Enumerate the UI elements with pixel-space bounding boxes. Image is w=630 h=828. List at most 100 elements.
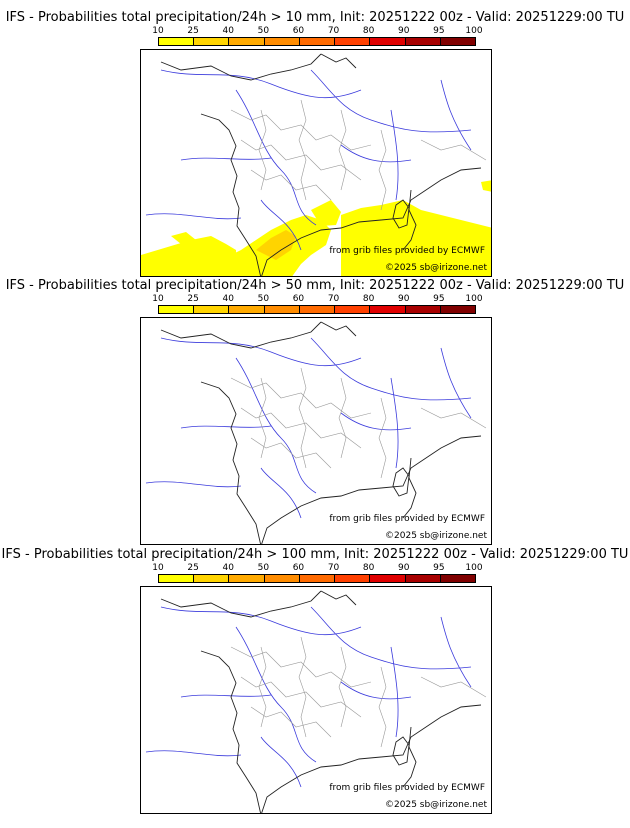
rivers [145, 337, 472, 519]
precip-probability-area [141, 180, 491, 276]
legend-swatch [405, 575, 441, 582]
legend-tick-label: 90 [398, 294, 410, 304]
france-map: from grib files provided by ECMWF ©2025 … [140, 317, 492, 545]
color-legend: 10 25 40 50 60 70 80 90 95 100 [152, 563, 483, 583]
legend-tick-label: 70 [327, 563, 340, 573]
legend-tick-label: 25 [187, 294, 199, 304]
legend-tick-label: 40 [222, 563, 234, 573]
precip-probability-patch [311, 200, 341, 226]
legend-labels: 10 25 40 50 60 70 80 90 95 100 [152, 294, 482, 304]
map-svg [145, 321, 487, 544]
legend-tick-label: 25 [187, 26, 199, 36]
panel-title: IFS - Probabilities total precipitation/… [5, 10, 625, 25]
legend-tick-label: 50 [257, 563, 270, 573]
legend-tick-label: 80 [362, 563, 375, 573]
legend-tick-label: 90 [398, 26, 410, 36]
legend-tick-label: 95 [433, 563, 445, 573]
legend-tick-label: 50 [257, 294, 270, 304]
legend-swatch [440, 38, 475, 45]
legend-tick-label: 100 [465, 294, 483, 304]
legend-swatch [440, 306, 475, 313]
legend-tick-label: 70 [327, 294, 340, 304]
legend-tick-label: 60 [292, 294, 305, 304]
legend-swatch [194, 38, 230, 45]
copyright-credit: ©2025 sb@irizone.net [385, 800, 487, 810]
legend-colorbar [158, 305, 476, 314]
precip-probability-patch [481, 180, 491, 192]
borders [230, 636, 487, 748]
borders [230, 99, 487, 211]
legend-swatch [299, 306, 336, 313]
legend-tick-label: 60 [292, 26, 305, 36]
legend-tick-label: 10 [152, 26, 164, 36]
rivers [145, 69, 472, 251]
data-source-credit: from grib files provided by ECMWF [329, 514, 485, 524]
legend-swatch [440, 575, 475, 582]
legend-tick-label: 10 [152, 294, 164, 304]
legend-swatch [405, 306, 441, 313]
legend-swatch [229, 38, 265, 45]
map-svg [141, 53, 491, 276]
precip-probability-patch [341, 200, 491, 276]
legend-tick-label: 10 [152, 563, 164, 573]
legend-colorbar [158, 574, 476, 583]
legend-swatch [264, 306, 300, 313]
legend-tick-label: 95 [433, 26, 445, 36]
coastline [160, 53, 482, 276]
france-map: from grib files provided by ECMWF ©2025 … [140, 586, 492, 814]
legend-swatch [335, 575, 371, 582]
legend-swatch [370, 38, 406, 45]
legend-swatch [159, 306, 195, 313]
legend-swatch [335, 38, 371, 45]
legend-labels: 10 25 40 50 60 70 80 90 95 100 [152, 563, 482, 573]
panel-title: IFS - Probabilities total precipitation/… [1, 547, 629, 562]
precip-panel-100mm: IFS - Probabilities total precipitation/… [0, 537, 630, 814]
panel-title: IFS - Probabilities total precipitation/… [5, 278, 625, 293]
legend-labels: 10 25 40 50 60 70 80 90 95 100 [152, 26, 482, 36]
legend-tick-label: 80 [362, 26, 375, 36]
borders [230, 367, 487, 479]
legend-swatch [159, 575, 195, 582]
legend-tick-label: 95 [433, 294, 445, 304]
legend-swatch [299, 38, 336, 45]
legend-tick-label: 50 [257, 26, 270, 36]
legend-swatch [264, 38, 300, 45]
color-legend: 10 25 40 50 60 70 80 90 95 100 [152, 294, 483, 314]
precip-probability-patch [171, 232, 196, 244]
legend-swatch [370, 575, 406, 582]
legend-swatch [159, 38, 195, 45]
map-svg [145, 590, 487, 813]
precip-probability-patch [141, 236, 237, 276]
legend-swatch [299, 575, 336, 582]
france-map: from grib files provided by ECMWF ©2025 … [140, 49, 492, 277]
legend-swatch [194, 306, 230, 313]
legend-swatch [370, 306, 406, 313]
legend-swatch [264, 575, 300, 582]
legend-tick-label: 100 [465, 26, 483, 36]
color-legend: 10 25 40 50 60 70 80 90 95 100 [152, 26, 483, 46]
legend-tick-label: 70 [327, 26, 340, 36]
legend-tick-label: 25 [187, 563, 199, 573]
precip-probability-patch [256, 230, 296, 260]
copyright-credit: ©2025 sb@irizone.net [385, 263, 487, 273]
legend-tick-label: 40 [222, 294, 234, 304]
legend-tick-label: 60 [292, 563, 305, 573]
legend-swatch [229, 575, 265, 582]
legend-swatch [194, 575, 230, 582]
legend-swatch [229, 306, 265, 313]
legend-swatch [335, 306, 371, 313]
coastline [160, 590, 482, 813]
legend-tick-label: 90 [398, 563, 410, 573]
data-source-credit: from grib files provided by ECMWF [329, 783, 485, 793]
precip-panel-10mm: IFS - Probabilities total precipitation/… [0, 0, 630, 277]
data-source-credit: from grib files provided by ECMWF [329, 246, 485, 256]
legend-tick-label: 40 [222, 26, 234, 36]
copyright-credit: ©2025 sb@irizone.net [385, 531, 487, 541]
coastline [160, 321, 482, 544]
legend-swatch [405, 38, 441, 45]
legend-tick-label: 100 [465, 563, 483, 573]
precip-panel-50mm: IFS - Probabilities total precipitation/… [0, 268, 630, 545]
legend-colorbar [158, 37, 476, 46]
rivers [145, 606, 472, 788]
legend-tick-label: 80 [362, 294, 375, 304]
